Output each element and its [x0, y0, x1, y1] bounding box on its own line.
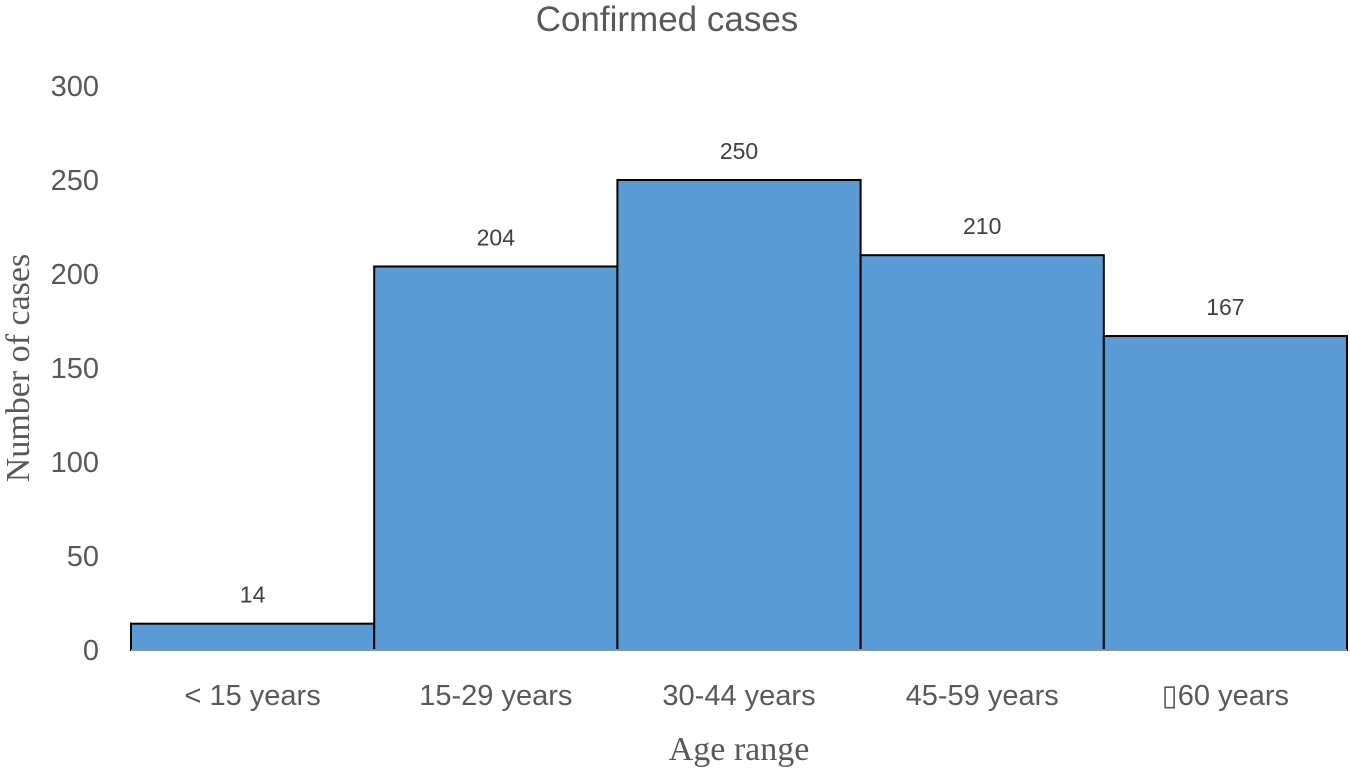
chart-title: Confirmed cases	[536, 0, 799, 39]
x-axis-ticks: < 15 years 15-29 years 30-44 years 45-59 ye…	[184, 680, 1289, 712]
y-tick-label: 100	[51, 447, 99, 479]
y-tick-label: 250	[51, 165, 99, 197]
bars	[130, 179, 1349, 651]
y-tick-label: 300	[51, 71, 99, 103]
x-tick-label: 45-59 years	[906, 680, 1059, 712]
data-label: 250	[720, 138, 758, 164]
x-axis-title: Age range	[669, 731, 810, 768]
data-label: 14	[240, 582, 266, 608]
bar	[130, 622, 376, 651]
y-tick-label: 50	[67, 541, 99, 573]
x-tick-label: 30-44 years	[662, 680, 815, 712]
data-label: 204	[477, 224, 516, 250]
data-label: 210	[963, 213, 1001, 239]
y-tick-label: 150	[51, 353, 99, 385]
bar	[1102, 335, 1349, 651]
bar	[373, 265, 619, 651]
data-labels: 14 204 250 210 167	[240, 138, 1245, 608]
x-tick-label: 15-29 years	[419, 680, 572, 712]
bar	[616, 179, 862, 651]
x-tick-label: ▯60 years	[1162, 680, 1289, 712]
y-axis-ticks: 0 50 100 150 200 250 300	[51, 71, 99, 667]
y-tick-label: 200	[51, 259, 99, 291]
data-label: 167	[1206, 294, 1244, 320]
x-tick-label: < 15 years	[184, 680, 320, 712]
bar	[859, 254, 1105, 651]
y-tick-label: 0	[83, 635, 99, 667]
y-axis-title: Number of cases	[0, 254, 37, 482]
